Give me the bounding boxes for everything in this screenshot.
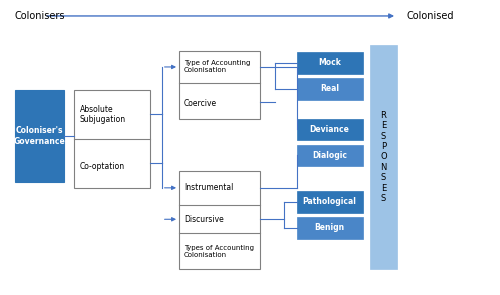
Text: Discursive: Discursive bbox=[184, 215, 224, 224]
FancyBboxPatch shape bbox=[15, 90, 64, 182]
Text: Instrumental: Instrumental bbox=[184, 183, 233, 192]
Text: Real: Real bbox=[320, 84, 339, 94]
Text: Colonisers: Colonisers bbox=[15, 11, 66, 21]
Text: Co-optation: Co-optation bbox=[80, 162, 124, 171]
Text: Colonised: Colonised bbox=[407, 11, 455, 21]
FancyBboxPatch shape bbox=[296, 52, 362, 74]
FancyBboxPatch shape bbox=[370, 45, 397, 269]
Text: Pathological: Pathological bbox=[302, 197, 356, 206]
Text: Coercive: Coercive bbox=[184, 99, 217, 108]
Text: Mock: Mock bbox=[318, 58, 341, 68]
FancyBboxPatch shape bbox=[296, 145, 362, 166]
Text: Type of Accounting
Colonisation: Type of Accounting Colonisation bbox=[184, 60, 250, 73]
FancyBboxPatch shape bbox=[179, 171, 260, 269]
Text: Dialogic: Dialogic bbox=[312, 151, 347, 160]
Text: Types of Accounting
Colonisation: Types of Accounting Colonisation bbox=[184, 245, 254, 258]
FancyBboxPatch shape bbox=[296, 78, 362, 100]
Text: Benign: Benign bbox=[314, 223, 344, 232]
FancyBboxPatch shape bbox=[296, 217, 362, 239]
Text: Absolute
Subjugation: Absolute Subjugation bbox=[80, 104, 126, 124]
FancyBboxPatch shape bbox=[296, 191, 362, 212]
Text: R
E
S
P
O
N
S
E
S: R E S P O N S E S bbox=[380, 111, 387, 203]
Text: Coloniser's
Governance: Coloniser's Governance bbox=[14, 126, 65, 146]
FancyBboxPatch shape bbox=[296, 119, 362, 140]
FancyBboxPatch shape bbox=[74, 90, 150, 188]
FancyBboxPatch shape bbox=[179, 51, 260, 119]
Text: Deviance: Deviance bbox=[310, 125, 350, 134]
